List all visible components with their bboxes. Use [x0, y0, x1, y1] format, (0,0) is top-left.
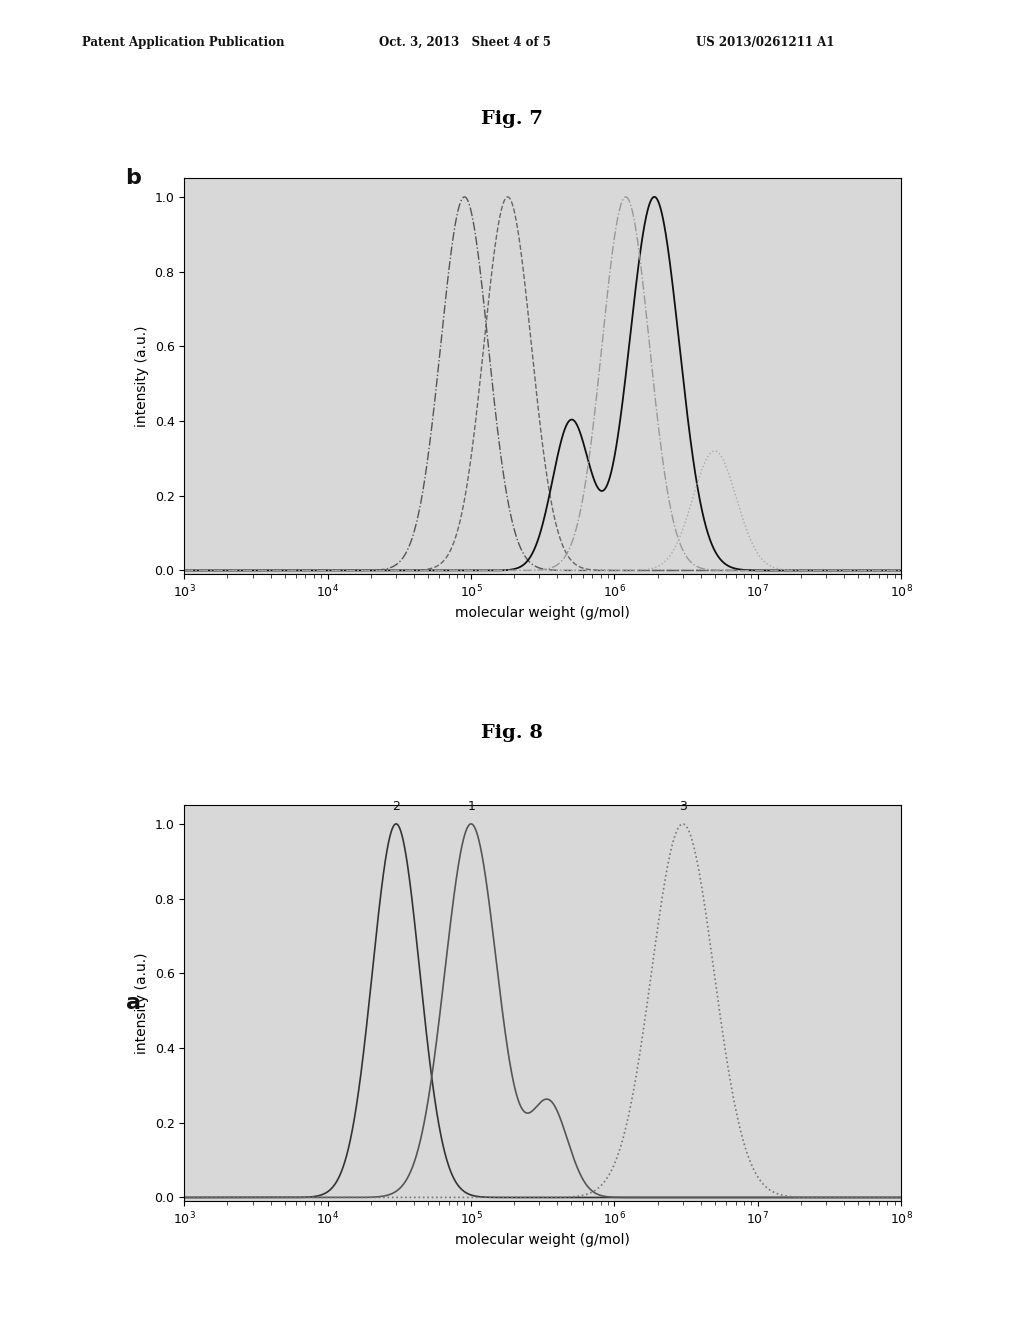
- Text: Oct. 3, 2013   Sheet 4 of 5: Oct. 3, 2013 Sheet 4 of 5: [379, 36, 551, 49]
- Text: b: b: [125, 168, 141, 189]
- Text: US 2013/0261211 A1: US 2013/0261211 A1: [696, 36, 835, 49]
- Text: Fig. 8: Fig. 8: [481, 723, 543, 742]
- X-axis label: molecular weight (g/mol): molecular weight (g/mol): [456, 606, 630, 620]
- Text: 1: 1: [467, 800, 475, 813]
- Y-axis label: intensity (a.u.): intensity (a.u.): [135, 953, 150, 1053]
- Y-axis label: intensity (a.u.): intensity (a.u.): [135, 326, 150, 426]
- X-axis label: molecular weight (g/mol): molecular weight (g/mol): [456, 1233, 630, 1247]
- Text: 3: 3: [679, 800, 687, 813]
- Text: a: a: [126, 993, 140, 1014]
- Text: Patent Application Publication: Patent Application Publication: [82, 36, 285, 49]
- Text: Fig. 7: Fig. 7: [481, 110, 543, 128]
- Text: 2: 2: [392, 800, 400, 813]
